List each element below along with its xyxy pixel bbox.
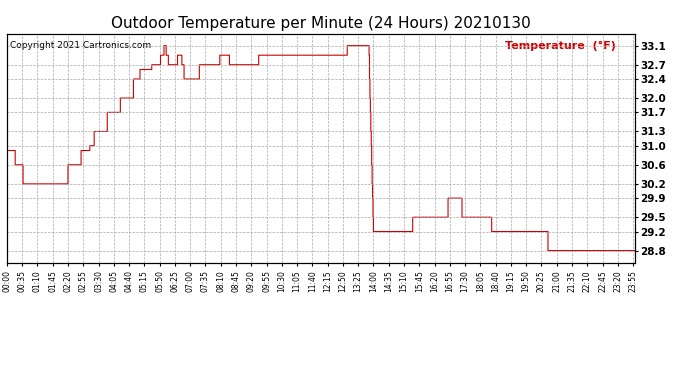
Text: Temperature  (°F): Temperature (°F) (505, 40, 616, 51)
Title: Outdoor Temperature per Minute (24 Hours) 20210130: Outdoor Temperature per Minute (24 Hours… (111, 16, 531, 31)
Text: Copyright 2021 Cartronics.com: Copyright 2021 Cartronics.com (10, 40, 151, 50)
